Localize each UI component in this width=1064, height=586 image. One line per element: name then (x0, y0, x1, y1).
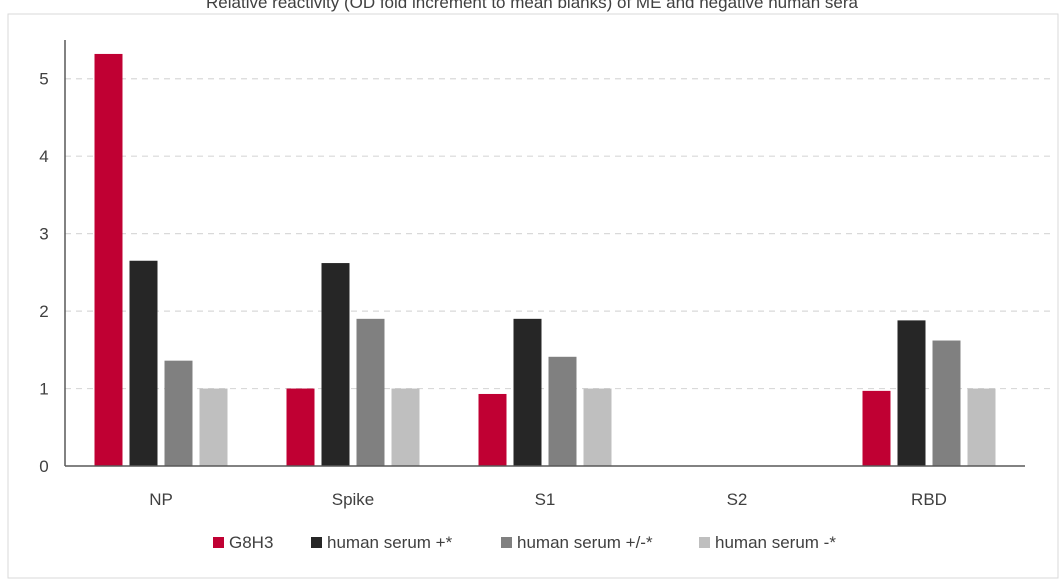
bar-spike-series-2 (356, 318, 385, 466)
y-tick-label: 0 (39, 457, 48, 476)
x-tick-label: S1 (535, 490, 556, 509)
bar-s1-series-3 (583, 388, 612, 466)
chart-border (7, 13, 1059, 579)
chart-title: Relative reactivity (OD fold increment t… (206, 0, 859, 12)
y-tick-label: 2 (39, 302, 48, 321)
x-tick-label: S2 (727, 490, 748, 509)
x-tick-label: RBD (911, 490, 947, 509)
axes-layer (64, 40, 1025, 467)
bar-rbd-series-0 (862, 390, 891, 466)
bar-spike-series-1 (321, 263, 350, 466)
legend-swatch (213, 537, 224, 548)
legend-label: human serum +* (327, 533, 453, 552)
legend-swatch (699, 537, 710, 548)
bar-spike-series-0 (286, 388, 315, 466)
labels-layer: 0 1 2 3 4 5 NP Spike S1 S2 RBD (39, 70, 947, 509)
bar-np-series-3 (199, 388, 228, 466)
bar-s1-series-0 (478, 393, 507, 466)
bars-layer (94, 53, 996, 466)
legend-label: human serum +/-* (517, 533, 653, 552)
y-tick-label: 4 (39, 147, 48, 166)
bar-np-series-1 (129, 260, 158, 466)
bar-s1-series-2 (548, 356, 577, 466)
bar-np-series-0 (94, 53, 123, 466)
legend-swatch (501, 537, 512, 548)
x-tick-label: Spike (332, 490, 375, 509)
bar-s1-series-1 (513, 318, 542, 466)
legend: G8H3 human serum +* human serum +/-* human … (213, 533, 836, 552)
grid-layer (65, 78, 1055, 390)
bar-rbd-series-3 (967, 388, 996, 466)
legend-label: G8H3 (229, 533, 273, 552)
legend-label: human serum -* (715, 533, 836, 552)
legend-swatch (311, 537, 322, 548)
bar-rbd-series-2 (932, 340, 961, 466)
y-tick-label: 3 (39, 225, 48, 244)
y-tick-label: 5 (39, 70, 48, 89)
y-tick-label: 1 (39, 380, 48, 399)
bar-spike-series-3 (391, 388, 420, 466)
bar-rbd-series-1 (897, 320, 926, 466)
bar-np-series-2 (164, 360, 193, 466)
x-tick-label: NP (149, 490, 173, 509)
